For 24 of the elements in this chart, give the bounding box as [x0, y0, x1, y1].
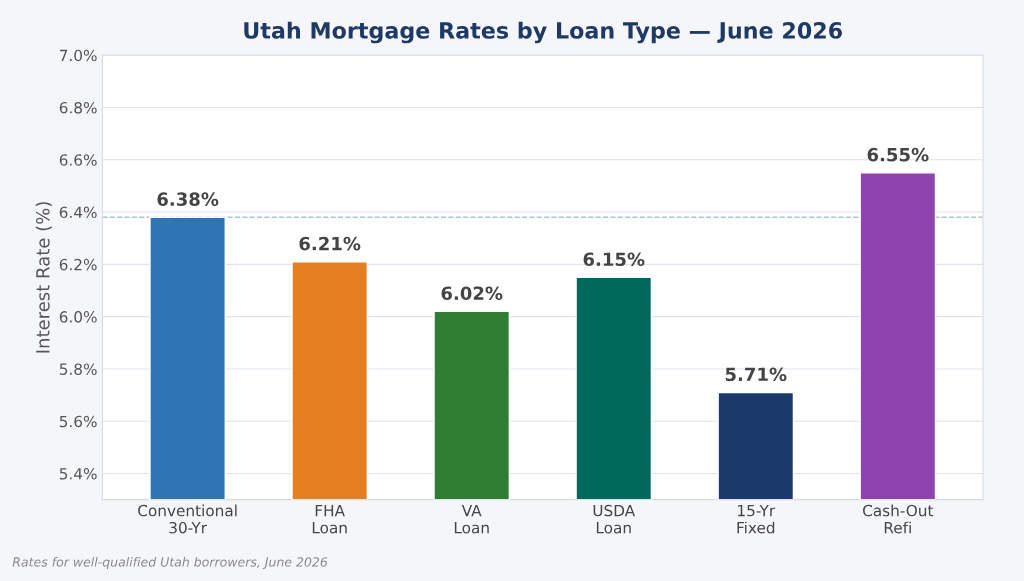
x-tick-label: FHA Loan: [312, 504, 347, 534]
text: Rates for well-qualified Utah borrowers, June 2026: [12, 556, 328, 570]
y-tick-label: 5.8%: [59, 363, 97, 375]
data-label: 6.21%: [299, 236, 361, 251]
chart-title: Utah Mortgage Rates by Loan Type — June 2026: [244, 21, 842, 44]
x-tick-label: Conventional 30-Yr: [138, 504, 237, 534]
y-axis-title: Interest Rate (%): [35, 202, 52, 353]
y-tick-label: 6.4%: [59, 206, 97, 219]
y-tick-label: 6.2%: [59, 258, 97, 271]
data-label: 6.02%: [441, 286, 503, 301]
data-label: 6.55%: [867, 147, 929, 162]
y-tick-label: 6.8%: [59, 101, 97, 114]
data-label: 6.38%: [157, 192, 219, 206]
x-tick-label: Cash-Out Refi: [863, 504, 934, 534]
data-label: 6.15%: [583, 252, 645, 267]
y-tick-label: 6.0%: [59, 311, 97, 323]
y-tick-label: 6.6%: [59, 154, 97, 166]
x-tick-label: VA Loan: [454, 504, 489, 534]
x-tick-label: 15-Yr Fixed: [737, 504, 776, 534]
y-tick-label: 7.0%: [59, 49, 97, 62]
y-tick-label: 5.4%: [59, 467, 97, 480]
x-tick-label: USDA Loan: [593, 504, 636, 534]
data-label: 5.71%: [725, 367, 787, 382]
y-tick-label: 5.6%: [59, 415, 97, 428]
